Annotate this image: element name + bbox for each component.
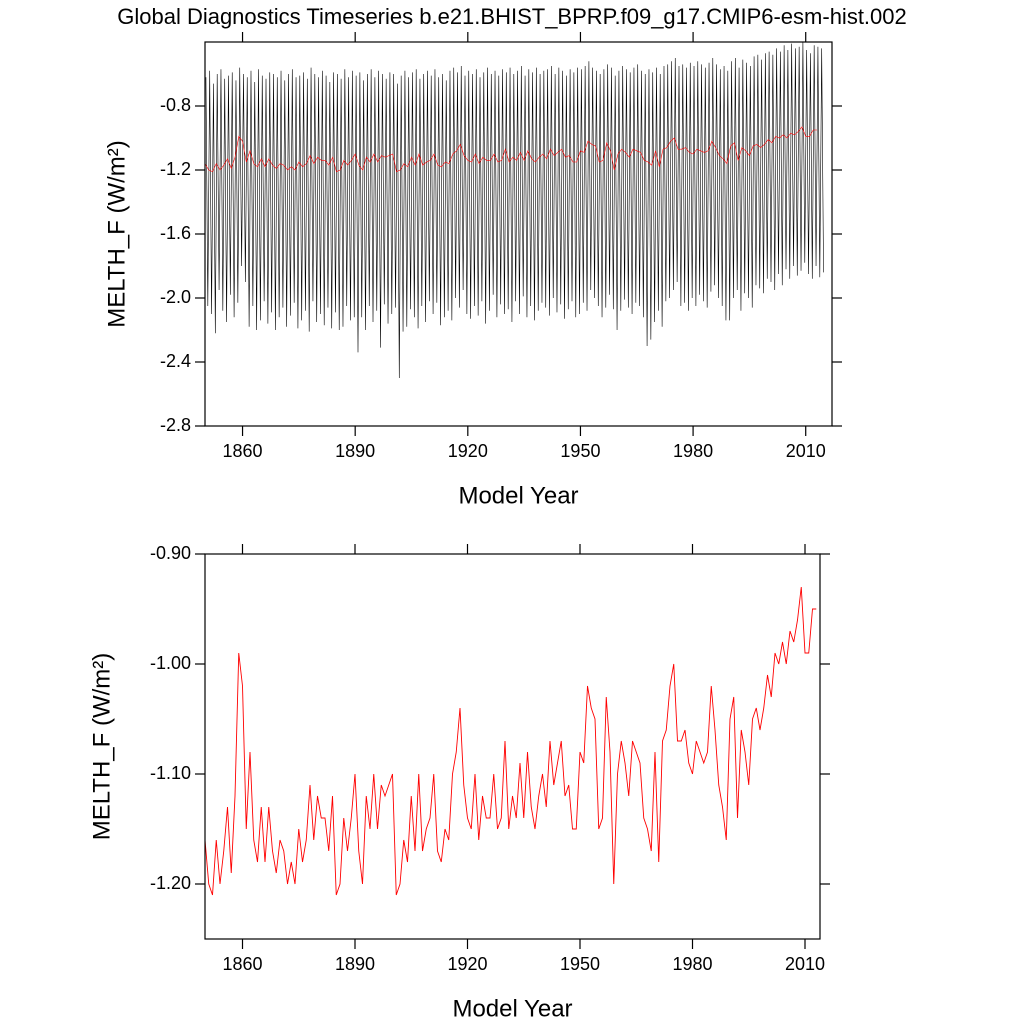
y-tick-label: -0.8	[160, 95, 191, 115]
x-tick-label: 1950	[560, 441, 600, 461]
x-axis-label: Model Year	[452, 995, 572, 1022]
data-line	[205, 42, 824, 379]
y-tick-label: -2.0	[160, 287, 191, 307]
data-line	[205, 126, 817, 173]
y-axis-label: MELTH_F (W/m²)	[88, 653, 115, 841]
y-tick-label: -1.2	[160, 159, 191, 179]
plot-frame	[204, 553, 821, 940]
x-tick-label: 1890	[335, 954, 375, 974]
x-tick-label: 2010	[785, 954, 825, 974]
x-tick-label: 1920	[448, 441, 488, 461]
y-tick-label: -1.20	[150, 873, 191, 893]
x-tick-label: 1920	[447, 954, 487, 974]
x-tick-label: 2010	[786, 441, 826, 461]
y-axis-label: MELTH_F (W/m²)	[103, 140, 130, 328]
y-tick-label: -1.10	[150, 763, 191, 783]
y-tick-label: -2.4	[160, 351, 191, 371]
x-tick-label: 1860	[222, 954, 262, 974]
x-tick-label: 1860	[223, 441, 263, 461]
x-axis-label: Model Year	[458, 482, 578, 509]
x-tick-label: 1890	[335, 441, 375, 461]
x-tick-label: 1980	[673, 441, 713, 461]
y-tick-label: -2.8	[160, 415, 191, 435]
y-tick-label: -1.00	[150, 653, 191, 673]
y-tick-label: -0.90	[150, 543, 191, 563]
y-tick-label: -1.6	[160, 223, 191, 243]
data-line	[205, 586, 817, 896]
chart-title: Global Diagnostics Timeseries b.e21.BHIS…	[117, 4, 907, 29]
x-tick-label: 1950	[560, 954, 600, 974]
x-tick-label: 1980	[672, 954, 712, 974]
